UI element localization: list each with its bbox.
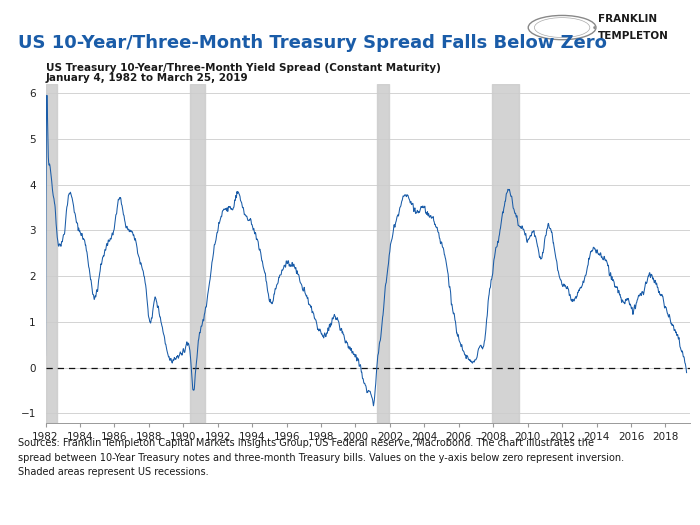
Bar <box>377 84 388 423</box>
Text: TEMPLETON: TEMPLETON <box>598 31 668 41</box>
Text: January 4, 1982 to March 25, 2019: January 4, 1982 to March 25, 2019 <box>46 72 248 83</box>
Text: US 10-Year/Three-Month Treasury Spread Falls Below Zero: US 10-Year/Three-Month Treasury Spread F… <box>18 34 606 52</box>
Text: Sources: Franklin Templeton Capital Markets Insights Group, US Federal Reserve, : Sources: Franklin Templeton Capital Mark… <box>18 438 594 448</box>
Text: US Treasury 10-Year/Three-Month Yield Spread (Constant Maturity): US Treasury 10-Year/Three-Month Yield Sp… <box>46 63 440 74</box>
Bar <box>492 84 519 423</box>
Text: spread between 10-Year Treasury notes and three-month Treasury bills. Values on : spread between 10-Year Treasury notes an… <box>18 453 624 463</box>
Text: FRANKLIN: FRANKLIN <box>598 14 657 24</box>
Bar <box>46 84 57 423</box>
Bar <box>190 84 205 423</box>
Text: Shaded areas represent US recessions.: Shaded areas represent US recessions. <box>18 467 208 477</box>
Text: •: • <box>592 24 596 33</box>
